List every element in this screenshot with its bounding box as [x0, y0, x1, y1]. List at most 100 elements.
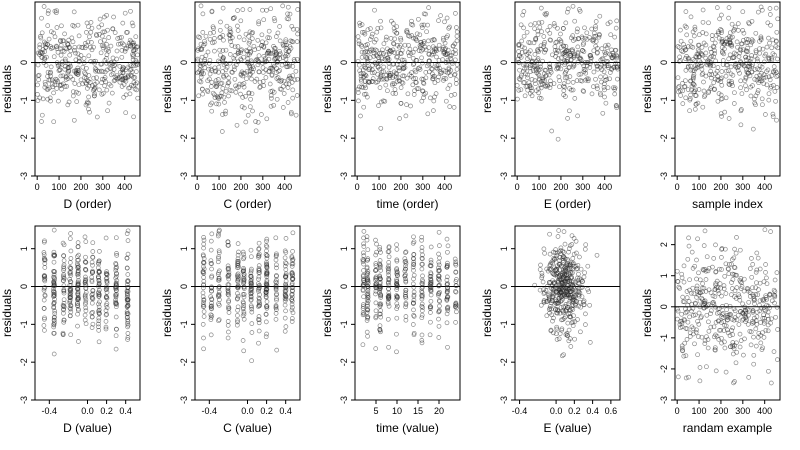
residual-point [581, 89, 587, 94]
residual-point [35, 98, 41, 103]
residual-point [766, 368, 771, 374]
residual-point [254, 76, 260, 82]
residual-point [112, 30, 118, 35]
residual-point [581, 69, 587, 75]
residual-point [436, 316, 441, 322]
residual-point [453, 51, 458, 57]
residual-point [388, 36, 394, 41]
residual-point [729, 292, 734, 297]
residual-point [255, 37, 261, 43]
residual-point [412, 46, 418, 52]
residual-point [229, 88, 235, 94]
y-tick-label: 1 [659, 273, 669, 278]
residual-point [244, 76, 249, 82]
residual-point [405, 30, 410, 35]
residual-point [383, 37, 389, 43]
residual-point [405, 91, 411, 97]
residual-point [53, 10, 59, 16]
residual-point [71, 9, 77, 15]
residual-point [243, 31, 249, 37]
residual-point [247, 72, 253, 78]
residual-point [404, 102, 409, 107]
residual-point [397, 44, 402, 50]
residual-point [679, 311, 684, 317]
residual-point [734, 39, 740, 45]
plot-frame [34, 225, 141, 401]
x-tick-label: 0.4 [586, 406, 599, 416]
residual-point [581, 274, 587, 280]
x-tick-label: 400 [437, 182, 452, 192]
residual-point [755, 58, 760, 64]
residual-point [221, 37, 226, 43]
residual-point [112, 63, 117, 68]
residual-point [421, 92, 427, 97]
residual-point [410, 322, 416, 327]
residual-point [76, 44, 82, 50]
residual-point [198, 79, 204, 85]
residual-point [41, 39, 47, 45]
residual-point [583, 311, 588, 317]
residual-point [752, 67, 758, 72]
residual-point [49, 81, 55, 87]
residual-point [113, 314, 119, 320]
residual-point [419, 22, 425, 28]
residual-point [750, 262, 756, 267]
residual-point [94, 114, 100, 120]
y-tick-label: -2 [179, 358, 189, 366]
residual-point [381, 51, 386, 56]
residual-point [421, 11, 427, 17]
residual-point [243, 93, 248, 99]
residual-point [289, 23, 295, 29]
residual-point [270, 88, 275, 94]
residual-point [397, 116, 402, 121]
residual-point [286, 48, 292, 54]
residual-point [96, 87, 102, 93]
residual-point [430, 76, 436, 81]
residual-point [378, 18, 383, 24]
residual-point [516, 59, 521, 65]
residual-point [394, 24, 400, 30]
residual-point [284, 16, 290, 21]
residual-point [253, 58, 259, 63]
residual-point [240, 71, 246, 76]
residual-point [575, 36, 581, 42]
residual-point [686, 299, 692, 304]
residual-point [51, 54, 57, 60]
residual-point [285, 53, 291, 58]
residual-point [703, 55, 709, 61]
residual-point [41, 60, 47, 66]
residual-point [571, 53, 577, 59]
residual-point [263, 319, 269, 325]
residual-point [222, 100, 227, 105]
residual-point [392, 87, 398, 92]
residual-point [370, 62, 375, 68]
residual-point [701, 79, 706, 85]
residual-point [378, 250, 383, 255]
residual-point [517, 67, 522, 73]
residual-point [127, 91, 133, 97]
residual-point [245, 52, 251, 57]
residual-point [394, 54, 399, 60]
residual-point [452, 256, 458, 262]
residual-point [715, 98, 721, 104]
residual-point [120, 20, 126, 26]
y-axis-label: residuals [320, 289, 334, 337]
residual-point [570, 3, 576, 9]
residual-point [398, 101, 404, 106]
residual-point [538, 5, 544, 11]
residual-point [754, 309, 760, 315]
y-tick-label: -1 [19, 320, 29, 328]
residual-point [361, 74, 366, 80]
residual-point [771, 64, 777, 69]
residual-point [575, 53, 580, 59]
residual-point [123, 110, 129, 116]
residual-point [775, 56, 780, 62]
residual-point [527, 48, 533, 54]
residual-point [611, 85, 616, 91]
residual-point [104, 42, 109, 47]
residual-point [58, 38, 63, 43]
residual-point [706, 20, 711, 26]
residual-point [765, 20, 771, 26]
residual-point [89, 275, 95, 280]
residual-point [391, 61, 397, 67]
